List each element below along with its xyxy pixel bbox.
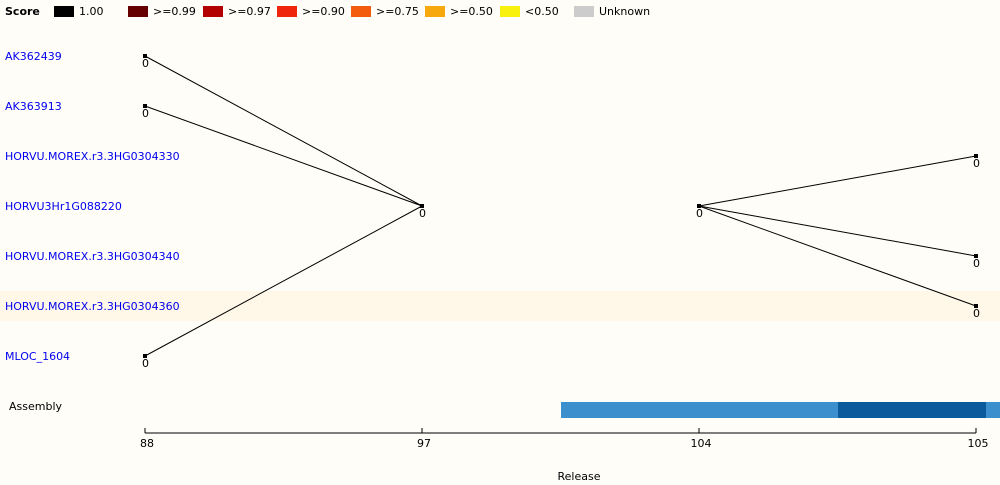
release-tick-label: 105 — [968, 437, 989, 450]
legend-item: >=0.75 — [351, 4, 419, 18]
history-node[interactable] — [143, 354, 147, 358]
node-score: 0 — [973, 307, 980, 320]
history-edge — [144, 55, 423, 207]
legend-label: >=0.90 — [302, 4, 345, 18]
legend-label: >=0.75 — [376, 4, 419, 18]
node-score: 0 — [419, 207, 426, 220]
legend-swatch — [425, 5, 445, 17]
legend-swatch — [203, 5, 223, 17]
assembly-bar-dark — [838, 402, 986, 418]
legend-item: >=0.99 — [128, 4, 196, 18]
legend-item: Unknown — [574, 4, 651, 18]
release-tick-label: 104 — [691, 437, 712, 450]
legend-label: >=0.97 — [228, 4, 271, 18]
release-tick-label: 88 — [140, 437, 154, 450]
release-tick-label: 97 — [417, 437, 431, 450]
history-edge — [698, 205, 977, 257]
gene-link[interactable]: AK362439 — [5, 50, 62, 63]
legend-swatch — [574, 5, 594, 17]
axis-label: Release — [558, 470, 601, 483]
legend-swatch — [277, 5, 297, 17]
legend-swatch — [54, 5, 74, 17]
node-score: 0 — [973, 157, 980, 170]
legend-swatch — [128, 5, 148, 17]
history-node[interactable] — [143, 104, 147, 108]
history-node[interactable] — [974, 254, 978, 258]
legend-swatch — [351, 5, 371, 17]
gene-link[interactable]: AK363913 — [5, 100, 62, 113]
node-score: 0 — [142, 107, 149, 120]
node-score: 0 — [142, 57, 149, 70]
gene-link[interactable]: HORVU.MOREX.r3.3HG0304330 — [5, 150, 180, 163]
history-node[interactable] — [697, 204, 701, 208]
history-node[interactable] — [974, 154, 978, 158]
history-node[interactable] — [974, 304, 978, 308]
node-score: 0 — [973, 257, 980, 270]
history-edge — [698, 155, 977, 207]
history-edge — [144, 205, 423, 357]
history-edge — [698, 205, 977, 307]
history-edge — [144, 105, 423, 207]
node-score: 0 — [142, 357, 149, 370]
legend-item: >=0.97 — [203, 4, 271, 18]
highlight-row — [0, 291, 1000, 321]
score-legend: Score 1.00 >=0.99 >=0.97 >=0.90 >=0.75 >=0.50… — [0, 0, 1000, 22]
assembly-label: Assembly — [9, 400, 63, 413]
history-node[interactable] — [143, 54, 147, 58]
history-node[interactable] — [420, 204, 424, 208]
legend-label: <0.50 — [525, 4, 559, 18]
gene-link[interactable]: MLOC_1604 — [5, 350, 70, 363]
legend-label: Unknown — [599, 4, 651, 18]
legend-label: >=0.99 — [153, 4, 196, 18]
legend-label: >=0.50 — [450, 4, 493, 18]
node-score: 0 — [696, 207, 703, 220]
gene-link[interactable]: HORVU.MOREX.r3.3HG0304340 — [5, 250, 180, 263]
legend-item: >=0.90 — [277, 4, 345, 18]
gene-link[interactable]: HORVU3Hr1G088220 — [5, 200, 122, 213]
assembly-bar-light — [561, 402, 838, 418]
legend-item: >=0.50 — [425, 4, 493, 18]
legend-item: 1.00 — [54, 4, 104, 18]
gene-link[interactable]: HORVU.MOREX.r3.3HG0304360 — [5, 300, 180, 313]
legend-title: Score — [5, 5, 40, 18]
legend-item: <0.50 — [500, 4, 559, 18]
legend-label: 1.00 — [79, 4, 104, 18]
assembly-bar-light-end — [986, 402, 1000, 418]
legend-swatch — [500, 5, 520, 17]
